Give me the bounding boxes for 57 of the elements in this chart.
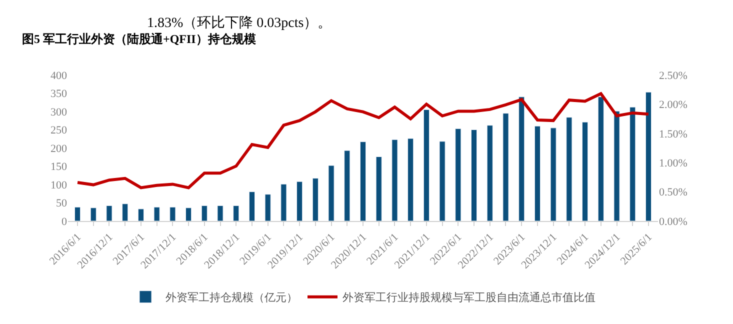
bar bbox=[392, 139, 398, 221]
bar bbox=[645, 92, 652, 221]
bar bbox=[439, 141, 446, 221]
chart-title: 图5 军工行业外资（陆股通+QFII）持仓规模 bbox=[22, 32, 256, 46]
bar bbox=[138, 208, 144, 221]
y2-tick-label: 2.00% bbox=[659, 99, 688, 112]
y-tick-label: 350 bbox=[50, 88, 68, 100]
bar bbox=[486, 125, 493, 221]
bar bbox=[614, 110, 620, 221]
bar bbox=[518, 96, 525, 221]
bar bbox=[582, 122, 588, 221]
y2-tick-label: 1.00% bbox=[659, 157, 688, 170]
bar bbox=[280, 184, 287, 221]
bar bbox=[233, 205, 240, 221]
y2-tick-label: 1.50% bbox=[659, 128, 688, 140]
bar bbox=[122, 204, 128, 221]
y2-tick-label: 0.00% bbox=[659, 216, 688, 228]
y-tick-label: 300 bbox=[50, 106, 68, 118]
y-tick-label: 100 bbox=[50, 179, 68, 192]
bar bbox=[296, 181, 303, 221]
bar bbox=[502, 113, 509, 221]
bar bbox=[360, 142, 366, 221]
bar bbox=[264, 194, 271, 221]
y-tick-label: 50 bbox=[56, 198, 68, 210]
y2-tick-label: 2.50% bbox=[659, 70, 688, 82]
line-series bbox=[76, 92, 650, 190]
bar bbox=[566, 117, 572, 221]
bar bbox=[423, 109, 430, 221]
bar bbox=[154, 206, 160, 221]
bar bbox=[217, 205, 224, 221]
bar bbox=[328, 165, 334, 221]
bar bbox=[186, 208, 192, 221]
bar bbox=[455, 128, 462, 221]
bar bbox=[471, 130, 478, 221]
legend-label: 外资军工行业持股规模与军工股自由流通总市值比值 bbox=[342, 291, 596, 304]
text: 1.83%（环比下降 0.03pcts）。 bbox=[147, 15, 332, 31]
bar bbox=[376, 156, 382, 221]
bar bbox=[248, 192, 255, 221]
bar bbox=[344, 150, 350, 221]
bar bbox=[170, 206, 176, 221]
bar bbox=[408, 138, 414, 221]
y-tick-label: 0 bbox=[62, 216, 68, 228]
bar bbox=[312, 178, 318, 221]
bar bbox=[598, 96, 604, 221]
y-tick-label: 200 bbox=[50, 142, 68, 155]
bar bbox=[630, 106, 636, 221]
y2-tick-label: 0.50% bbox=[659, 186, 688, 199]
bar bbox=[550, 128, 556, 221]
bar bbox=[74, 206, 81, 221]
bar bbox=[534, 126, 540, 221]
legend-label: 外资军工持仓规模（亿元） bbox=[166, 292, 298, 304]
bar bbox=[90, 208, 96, 221]
y-tick-label: 150 bbox=[50, 161, 68, 174]
y-tick-label: 250 bbox=[50, 124, 68, 137]
y-tick-label: 400 bbox=[50, 70, 68, 82]
bar bbox=[201, 205, 208, 221]
bar bbox=[106, 205, 112, 221]
